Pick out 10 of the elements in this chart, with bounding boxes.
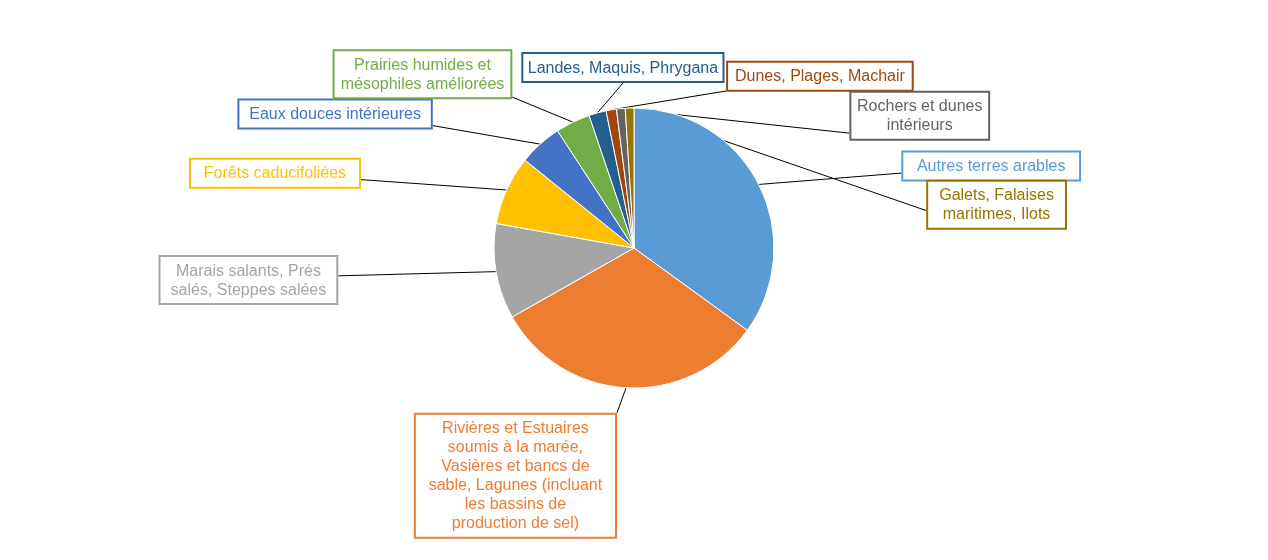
slice-label: Landes, Maquis, Phrygana (527, 58, 719, 76)
slice-label: Eaux douces intérieures (249, 105, 421, 123)
slice-label: Prairies humides et mésophiles améliorées (340, 55, 505, 92)
slice-label: Autres terres arables (916, 157, 1066, 175)
slice-label: Forêts caducifoliées (203, 164, 347, 182)
slice-label: Marais salants, Prés salés, Steppes salées (170, 261, 327, 298)
slice-label: Rivières et Estuaires soumis à la marée, Vasières et bancs de sable, Lagunes (incluant les bassins de production de sel) (428, 419, 603, 532)
slice-label: Dunes, Plages, Machair (734, 67, 906, 85)
slice-label: Galets, Falaises maritimes, Ilots (939, 186, 1054, 223)
slice-label: Rochers et dunes intérieurs (857, 97, 983, 134)
